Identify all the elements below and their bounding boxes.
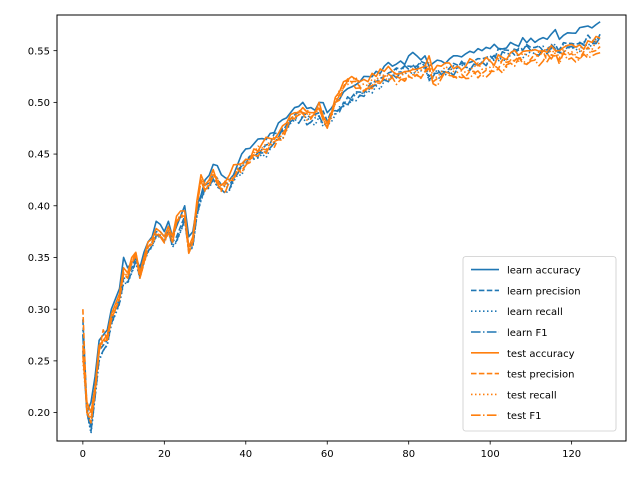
- y-axis-ticks: 0.20 0.25 0.30 0.35 0.40 0.45 0.50 0.55: [28, 46, 57, 419]
- y-tick-label: 0.40: [28, 201, 50, 212]
- x-tick-label: 0: [80, 449, 86, 460]
- axes-frame: [56, 14, 627, 442]
- legend-box: [462, 256, 617, 432]
- y-tick-label: 0.55: [28, 46, 50, 57]
- y-tick-label: 0.25: [28, 356, 50, 367]
- x-tick-label: 40: [239, 449, 252, 460]
- x-tick-label: 100: [481, 449, 500, 460]
- legend: learn accuracy learn precision learn recal…: [462, 256, 617, 432]
- y-tick-label: 0.35: [28, 253, 50, 264]
- y-tick-label: 0.30: [28, 305, 50, 316]
- legend-label: learn accuracy: [507, 266, 581, 277]
- series-line-test-f1: [82, 51, 601, 422]
- x-tick-label: 80: [402, 449, 415, 460]
- legend-label: learn F1: [507, 328, 548, 339]
- y-tick-label: 0.50: [28, 98, 50, 109]
- series-layer: [82, 21, 601, 435]
- legend-label: test precision: [507, 370, 575, 381]
- x-axis-ticks: 0 20 40 60 80 100 120: [80, 441, 581, 460]
- legend-label: test F1: [507, 411, 542, 422]
- y-tick-label: 0.45: [28, 150, 50, 161]
- x-tick-label: 20: [158, 449, 171, 460]
- series-line-test-accuracy: [82, 35, 601, 414]
- x-tick-label: 120: [562, 449, 581, 460]
- legend-label: learn recall: [507, 307, 563, 318]
- x-tick-label: 60: [321, 449, 334, 460]
- legend-label: test accuracy: [507, 349, 575, 360]
- legend-label: test recall: [507, 390, 557, 401]
- series-line-test-recall: [82, 40, 601, 419]
- y-tick-label: 0.20: [28, 408, 50, 419]
- legend-label: learn precision: [507, 286, 581, 297]
